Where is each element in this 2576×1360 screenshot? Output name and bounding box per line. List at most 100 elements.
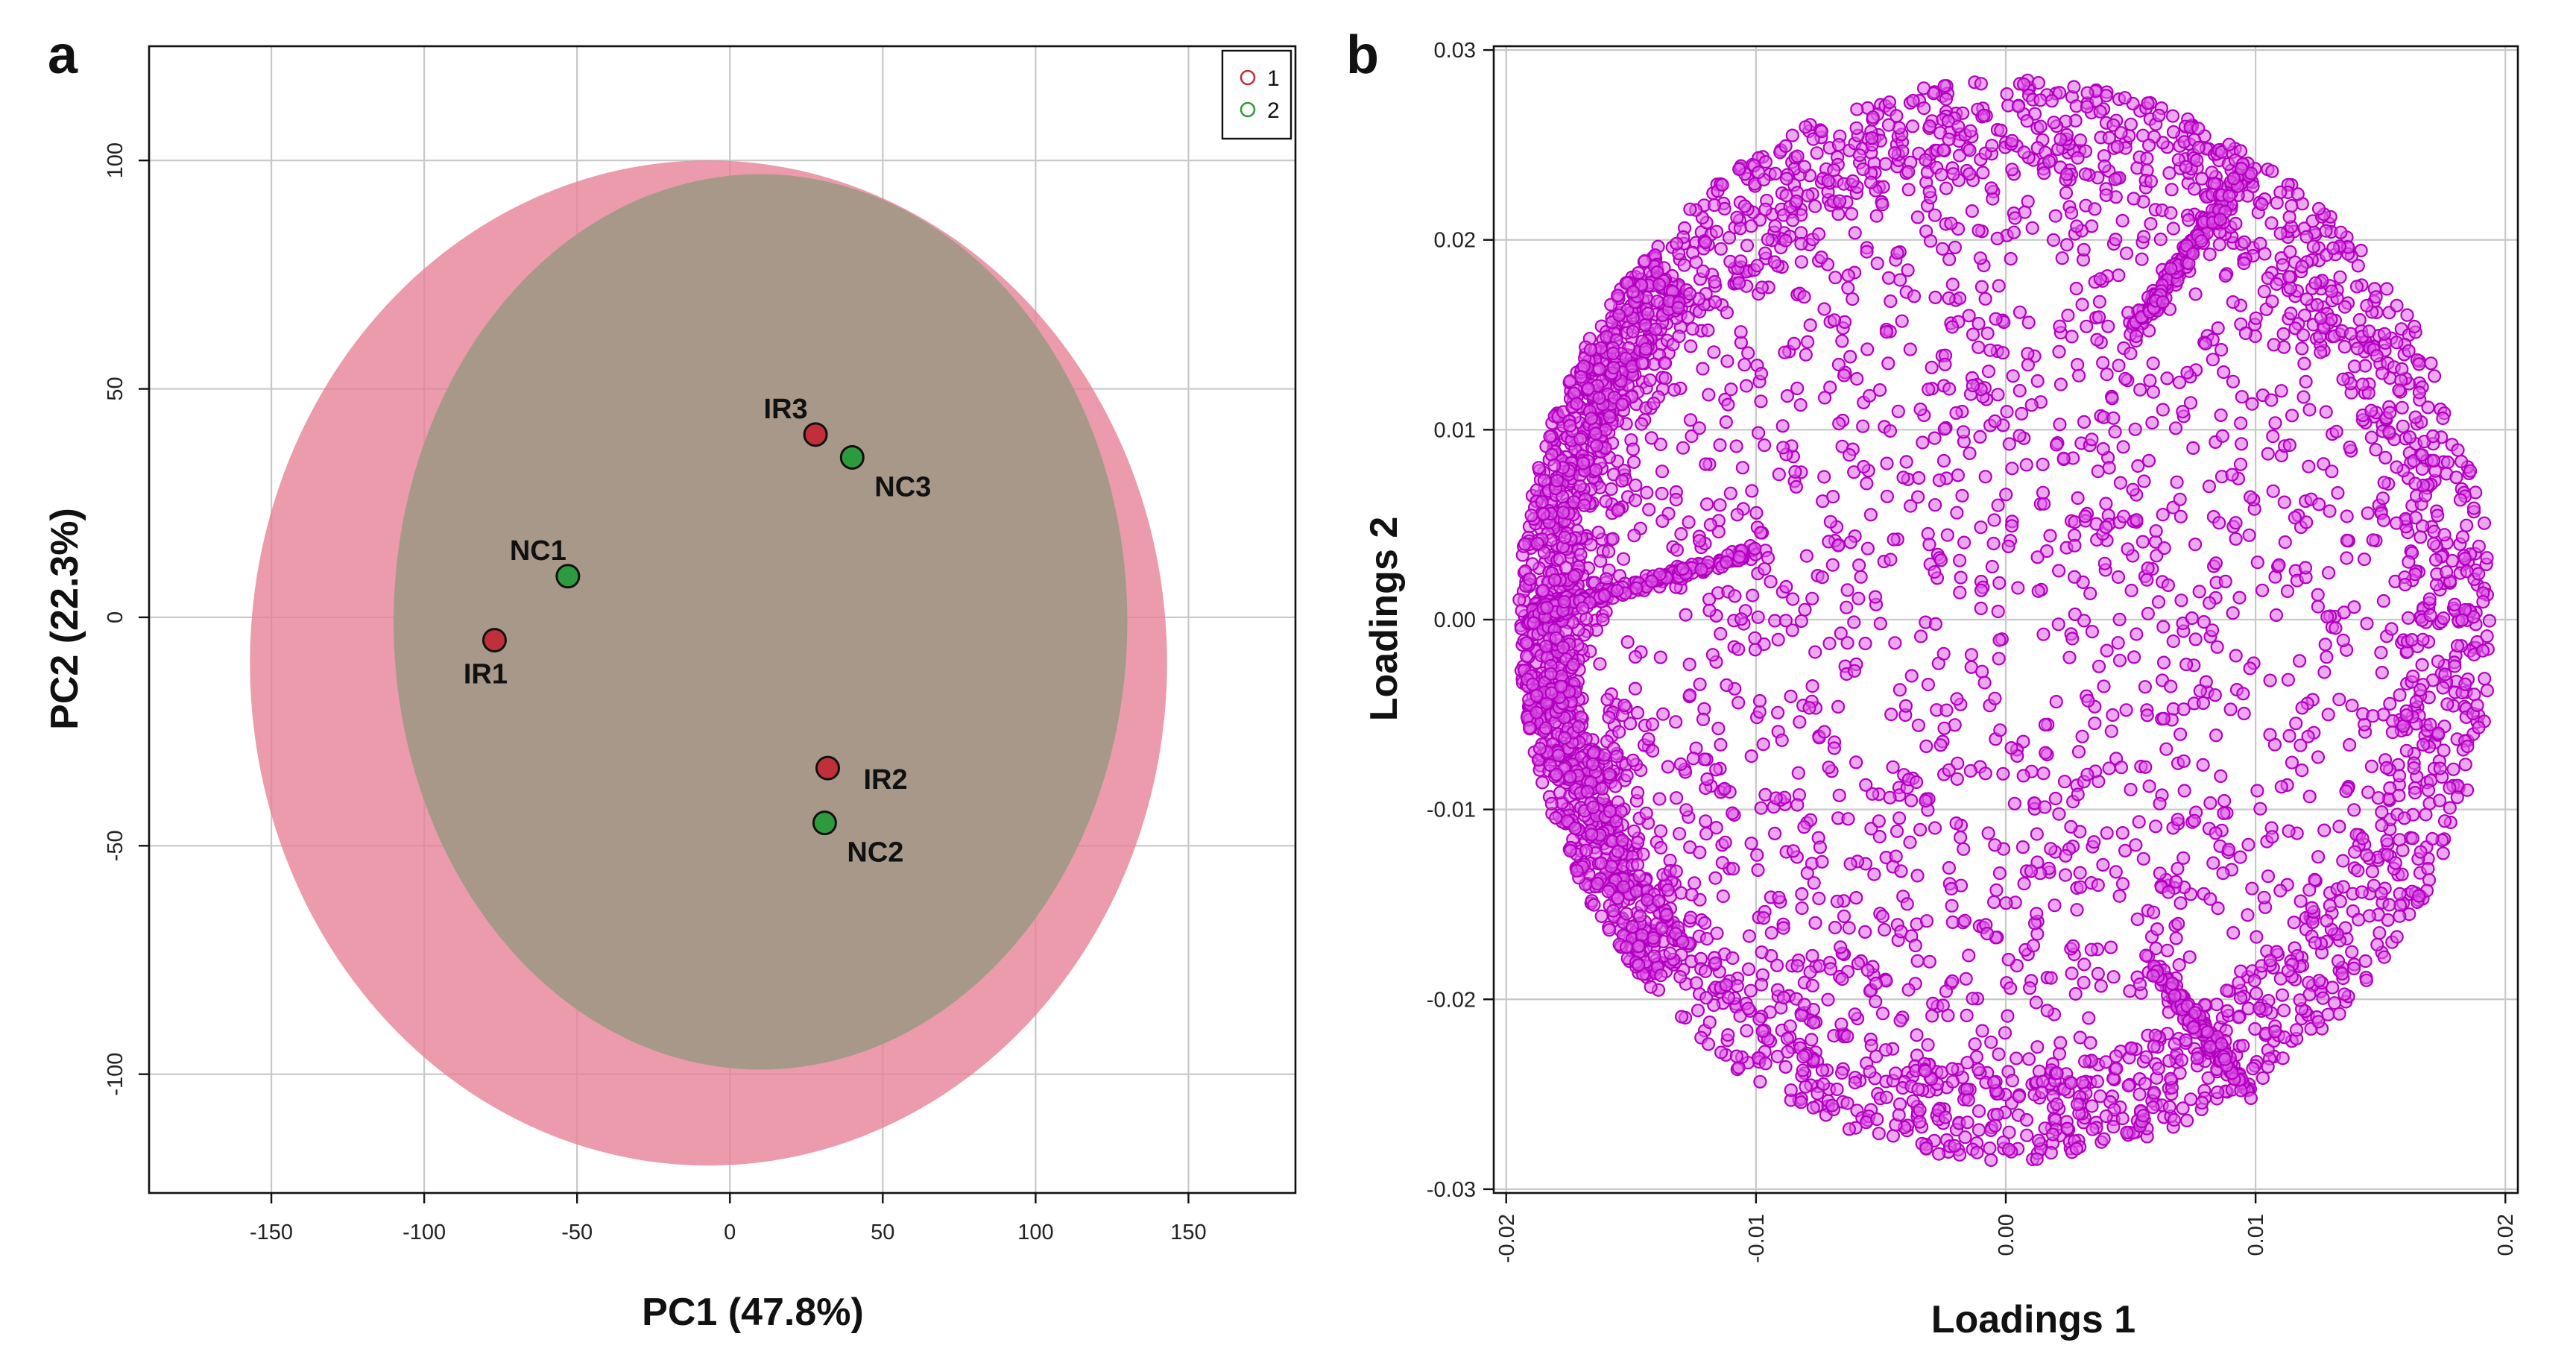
loading-point [1694,562,1708,576]
loading-point [2115,213,2130,228]
loading-point [2399,708,2414,722]
loading-point [2463,464,2478,478]
loading-point [1900,897,1914,911]
loading-point [1835,972,1849,986]
loading-point [1984,1035,1998,1049]
loading-point [2310,298,2324,312]
loading-point [1573,547,1588,562]
loading-point [2065,330,2079,344]
loading-point [1903,342,1917,356]
loading-point [1647,396,1661,411]
loading-point [2156,295,2170,309]
loading-point [1984,181,1998,195]
loading-point [1992,1047,2006,1062]
loading-point [1887,146,1902,160]
loading-point [1683,202,1697,216]
loading-point [1805,1033,1819,1047]
loading-point [1686,752,1700,766]
loading-point [1676,441,1690,455]
loading-point [1881,271,1896,285]
loading-point [1679,803,1693,817]
loading-point [2192,585,2206,599]
loading-point [2314,345,2328,359]
loading-point [1771,632,1785,647]
loading-point [2203,892,2217,906]
loading-point [2002,437,2016,451]
loading-point [2340,551,2354,565]
loading-point [2458,758,2472,772]
loading-point [1875,198,1890,212]
loading-point [1734,612,1749,626]
loading-point [2244,490,2258,504]
loading-point [2352,312,2367,327]
loading-point [1905,119,1920,133]
loading-point [2052,807,2066,821]
loading-point [2237,256,2251,271]
loading-point [1640,485,1654,500]
loading-point [2355,377,2370,391]
loading-point [1612,308,1626,322]
loading-point [2299,230,2314,244]
loading-point [1758,561,1772,576]
loading-point [1615,473,1629,488]
loading-point [1891,404,1905,418]
loading-point [2144,174,2158,189]
loading-point [2413,683,2428,697]
loading-point [1538,721,1553,735]
loading-point [1576,601,1590,615]
loading-point [1972,1104,1986,1118]
loading-point [2036,627,2051,641]
loading-point [1581,381,1595,396]
loading-point [1583,343,1598,357]
loading-point [2382,898,2396,912]
loading-point [2166,221,2180,236]
loading-point [2156,711,2171,726]
loading-point [1682,515,1696,529]
loading-point [2142,779,2156,793]
loading-point [1523,572,1537,586]
loading-point [2104,724,2118,738]
loading-point [1919,153,1933,167]
loading-point [2440,455,2455,470]
loading-point [1526,677,1540,692]
loading-point [2186,247,2200,261]
loading-point [2045,1127,2060,1142]
loading-point [1741,1001,1755,1016]
loading-point [2020,114,2034,128]
panel-a-x-tick-label: 0 [724,1221,736,1244]
loading-point [1987,895,2001,910]
loading-point [1910,1028,1924,1042]
loading-point [2075,729,2089,743]
loading-point [2312,497,2326,511]
loading-point [1911,490,1925,504]
loading-point [1798,602,1812,617]
loading-point [2412,889,2426,903]
loading-point [1831,699,1846,714]
loading-point [2093,104,2107,119]
loading-point [2069,281,2083,296]
loading-point [1589,463,1603,477]
loading-point [2064,819,2078,834]
loading-point [1627,455,1641,469]
loading-point [1863,1065,1877,1079]
loading-point [2214,769,2228,784]
loading-point [2476,594,2490,609]
loading-point [1928,431,1942,445]
loading-point [1744,836,1758,851]
loading-point [2048,791,2062,806]
panel-a-y-tick-label: 50 [104,377,127,400]
loading-point [1615,397,1629,412]
loading-point [2390,930,2404,944]
loading-point [2425,831,2440,846]
loading-point [2133,977,2147,992]
loading-point [1698,236,1713,250]
loading-point [2121,1078,2135,1093]
loading-point [2449,470,2463,485]
panel-a-x-tick-label: -100 [402,1221,446,1244]
loading-point [1757,911,1771,925]
loading-point [2357,552,2372,567]
loading-point [2302,403,2317,417]
loading-point [2108,172,2122,186]
loading-point [2217,793,2232,808]
